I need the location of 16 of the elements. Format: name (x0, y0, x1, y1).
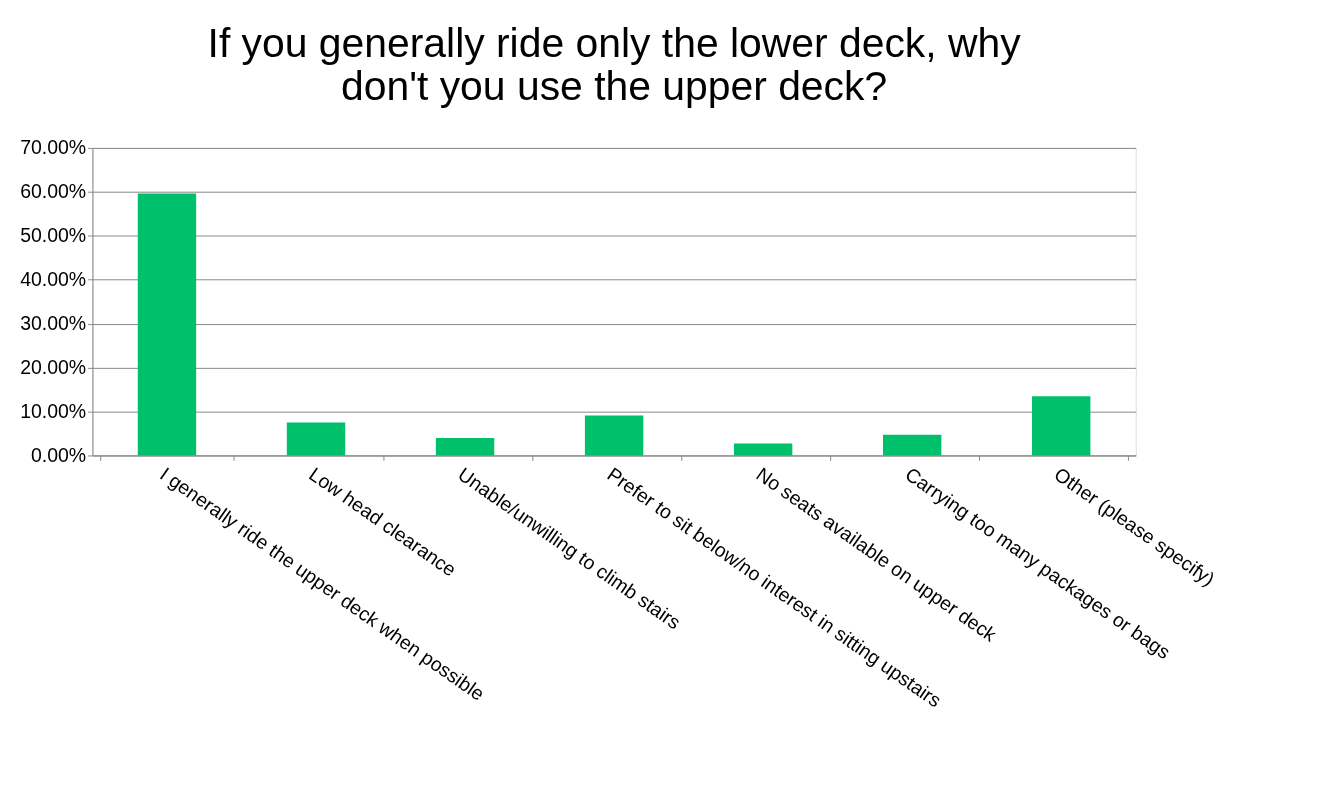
bar (882, 434, 942, 456)
y-tick-label: 0.00% (30, 443, 87, 466)
bar (1032, 396, 1091, 456)
y-tick-label: 20.00% (20, 355, 87, 378)
text: If you generally ride only the lower deck, why (207, 20, 1021, 67)
bar (435, 437, 495, 456)
bar (137, 193, 197, 456)
y-tick-label: 50.00% (20, 224, 87, 247)
y-tick-label: 70.00% (20, 136, 87, 159)
y-tick-label: 10.00% (20, 399, 87, 422)
y-tick-label: 30.00% (20, 311, 87, 334)
bar (286, 422, 346, 456)
bar (584, 415, 644, 456)
bar (733, 443, 793, 456)
y-tick-label: 60.00% (20, 180, 87, 203)
y-tick-label: 40.00% (20, 268, 87, 291)
